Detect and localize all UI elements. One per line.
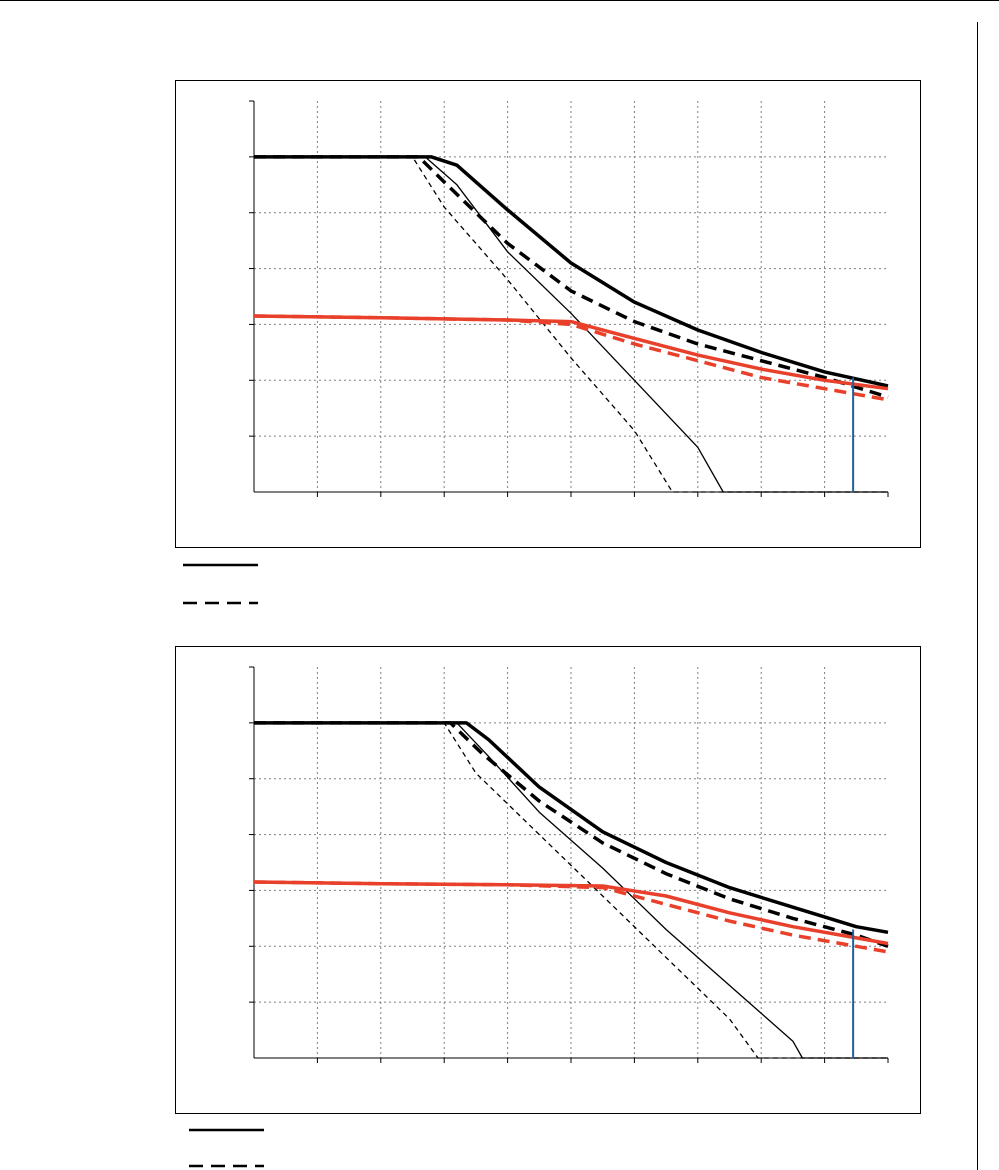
legend-1: [183, 563, 258, 605]
right-margin-rule: [977, 22, 978, 1170]
chart-1: [249, 100, 889, 497]
chart-frame-1: [175, 80, 921, 548]
chart-frame-2: [175, 646, 921, 1114]
legend-2: [189, 1128, 264, 1168]
chart-2-series-2-black-thick-dashed: [254, 721, 889, 948]
chart-2-series-1-black-thick-solid: [254, 721, 889, 935]
chart-1-series-3-black-thin-solid: [254, 156, 888, 493]
chart-2: [249, 666, 889, 1063]
chart-1-series-5-red-thick-solid: [253, 314, 889, 391]
chart-1-series-6-red-thick-dashed: [253, 314, 889, 402]
chart-1-series-1-black-thick-solid: [254, 155, 889, 388]
chart-1-series-4-black-thin-dashed: [254, 156, 888, 493]
chart-2-series-4-black-thin-dashed: [254, 722, 888, 1059]
top-rule: [0, 0, 999, 1]
chart-2-series-3-black-thin-solid: [254, 722, 888, 1059]
chart-2-series-5-red-thick-solid: [253, 880, 889, 946]
chart-1-series-2-black-thick-dashed: [254, 155, 889, 399]
